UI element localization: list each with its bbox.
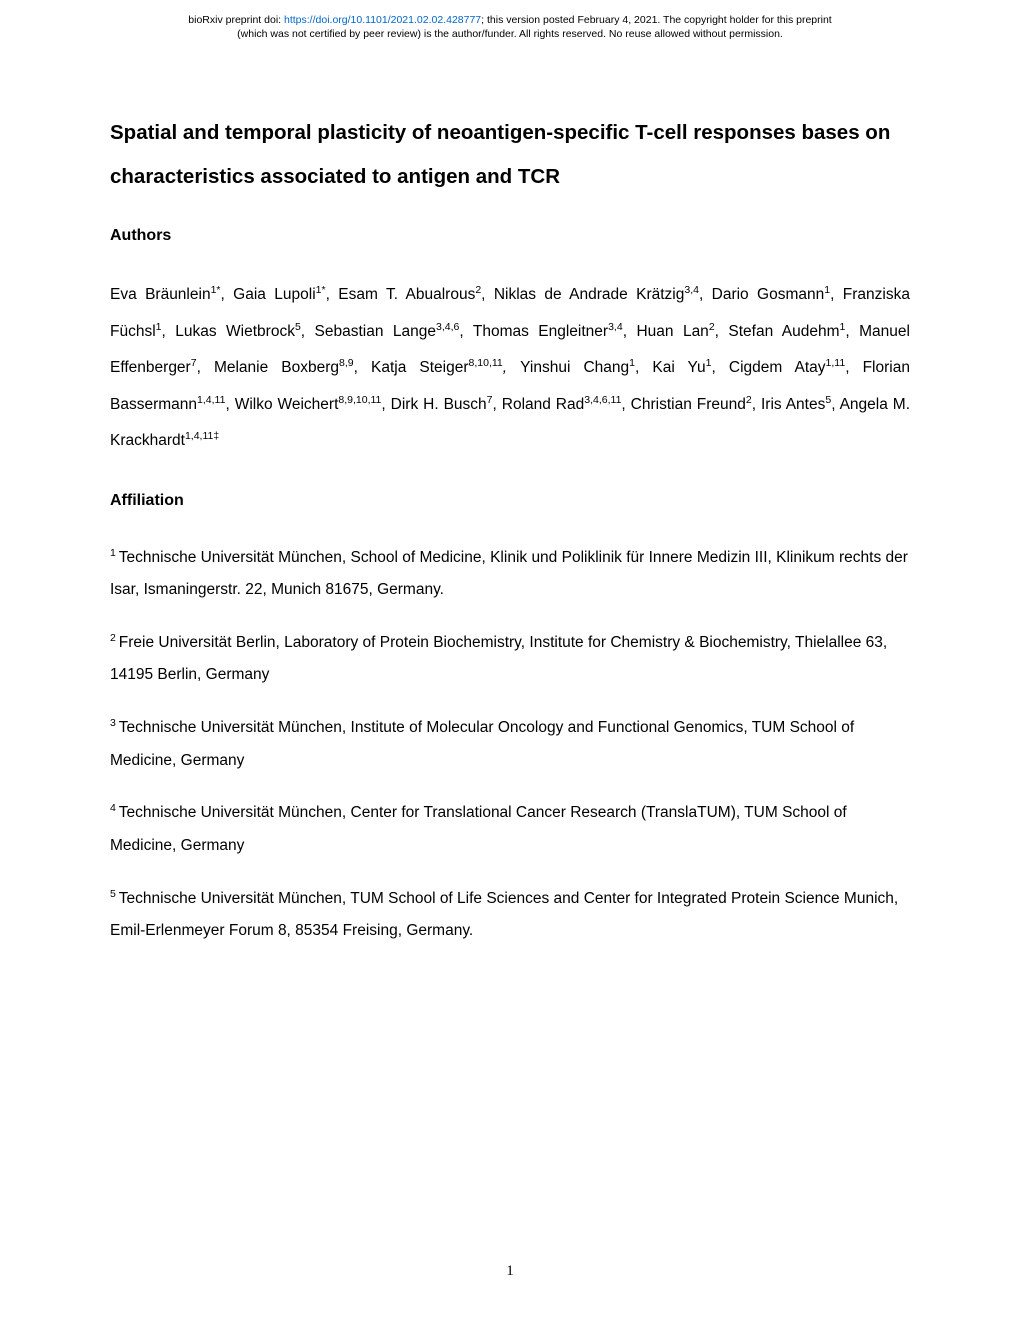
page-number: 1: [0, 1263, 1020, 1280]
affiliation-item: 2 Freie Universität Berlin, Laboratory o…: [110, 627, 910, 692]
paper-title: Spatial and temporal plasticity of neoan…: [110, 111, 910, 199]
affiliation-item: 3 Technische Universität München, Instit…: [110, 712, 910, 777]
author-name: Eva Bräunlein: [110, 286, 211, 303]
author-separator: ,: [503, 359, 520, 376]
author-name: Wilko Weichert: [235, 396, 339, 413]
authors-heading: Authors: [110, 227, 910, 245]
author-name: Stefan Audehm: [728, 323, 839, 340]
author-separator: ,: [712, 359, 729, 376]
preprint-header: bioRxiv preprint doi: https://doi.org/10…: [0, 0, 1020, 41]
author-name: Roland Rad: [502, 396, 585, 413]
author-superscript: 1,11: [826, 357, 846, 369]
author-separator: ,: [830, 286, 843, 303]
author-separator: ,: [225, 396, 234, 413]
author-name: Cigdem Atay: [729, 359, 826, 376]
preprint-suffix-line1: ; this version posted February 4, 2021. …: [481, 14, 832, 26]
author-superscript: 3,4,6: [436, 321, 459, 333]
author-separator: ,: [459, 323, 472, 340]
affiliation-number: 4: [110, 802, 119, 814]
affiliation-number: 2: [110, 632, 119, 644]
author-separator: ,: [301, 323, 315, 340]
author-separator: ,: [623, 323, 637, 340]
affiliation-item: 1 Technische Universität München, School…: [110, 542, 910, 607]
author-separator: ,: [326, 286, 339, 303]
author-superscript: 3,4,6,11: [584, 394, 621, 406]
affiliation-item: 4 Technische Universität München, Center…: [110, 797, 910, 862]
author-name: Melanie Boxberg: [214, 359, 339, 376]
author-separator: ,: [354, 359, 371, 376]
author-separator: ,: [845, 323, 859, 340]
author-name: Iris Antes: [761, 396, 825, 413]
author-separator: ,: [493, 396, 502, 413]
author-superscript: 8,9: [339, 357, 354, 369]
author-separator: ,: [699, 286, 712, 303]
author-superscript: 3,4: [608, 321, 623, 333]
author-name: Dario Gosmann: [712, 286, 825, 303]
author-name: Sebastian Lange: [315, 323, 436, 340]
doi-link[interactable]: https://doi.org/10.1101/2021.02.02.42877…: [284, 14, 481, 26]
page-content: Spatial and temporal plasticity of neoan…: [0, 41, 1020, 947]
affiliation-item: 5 Technische Universität München, TUM Sc…: [110, 883, 910, 948]
author-separator: ,: [635, 359, 652, 376]
author-separator: ,: [381, 396, 390, 413]
affiliation-text: Technische Universität München, TUM Scho…: [110, 890, 898, 940]
author-superscript: 8,9,10,11: [338, 394, 381, 406]
author-name: Esam T. Abualrous: [338, 286, 475, 303]
preprint-line2: (which was not certified by peer review)…: [237, 28, 783, 40]
author-name: Katja Steiger: [371, 359, 469, 376]
author-name: Dirk H. Busch: [391, 396, 487, 413]
author-name: Christian Freund: [631, 396, 746, 413]
author-name: Kai Yu: [652, 359, 705, 376]
author-superscript: 1,4,11‡: [185, 430, 219, 442]
authors-list: Eva Bräunlein1*, Gaia Lupoli1*, Esam T. …: [110, 277, 910, 459]
affiliation-text: Technische Universität München, Institut…: [110, 719, 854, 769]
author-superscript: 1,4,11: [197, 394, 225, 406]
author-separator: ,: [162, 323, 176, 340]
author-name: Huan Lan: [636, 323, 708, 340]
author-name: Gaia Lupoli: [233, 286, 315, 303]
author-superscript: 3,4: [684, 284, 699, 296]
author-name: Lukas Wietbrock: [175, 323, 295, 340]
author-superscript: 1*: [211, 284, 221, 296]
preprint-prefix: bioRxiv preprint doi:: [188, 14, 284, 26]
author-separator: ,: [715, 323, 729, 340]
author-separator: ,: [621, 396, 630, 413]
author-name: Thomas Engleitner: [473, 323, 608, 340]
affiliations-list: 1 Technische Universität München, School…: [110, 542, 910, 948]
affiliation-text: Technische Universität München, School o…: [110, 549, 908, 599]
affiliation-heading: Affiliation: [110, 492, 910, 510]
author-separator: ,: [481, 286, 494, 303]
affiliation-number: 1: [110, 547, 119, 559]
author-separator: ,: [845, 359, 862, 376]
author-separator: ,: [197, 359, 214, 376]
author-superscript: 8,10,11: [469, 357, 503, 369]
author-separator: ,: [752, 396, 761, 413]
affiliation-number: 5: [110, 888, 119, 900]
affiliation-text: Freie Universität Berlin, Laboratory of …: [110, 634, 887, 684]
author-superscript: 1*: [316, 284, 326, 296]
author-name: Yinshui Chang: [520, 359, 629, 376]
author-separator: ,: [831, 396, 839, 413]
affiliation-number: 3: [110, 717, 119, 729]
author-name: Niklas de Andrade Krätzig: [494, 286, 685, 303]
author-separator: ,: [221, 286, 234, 303]
affiliation-text: Technische Universität München, Center f…: [110, 804, 847, 854]
